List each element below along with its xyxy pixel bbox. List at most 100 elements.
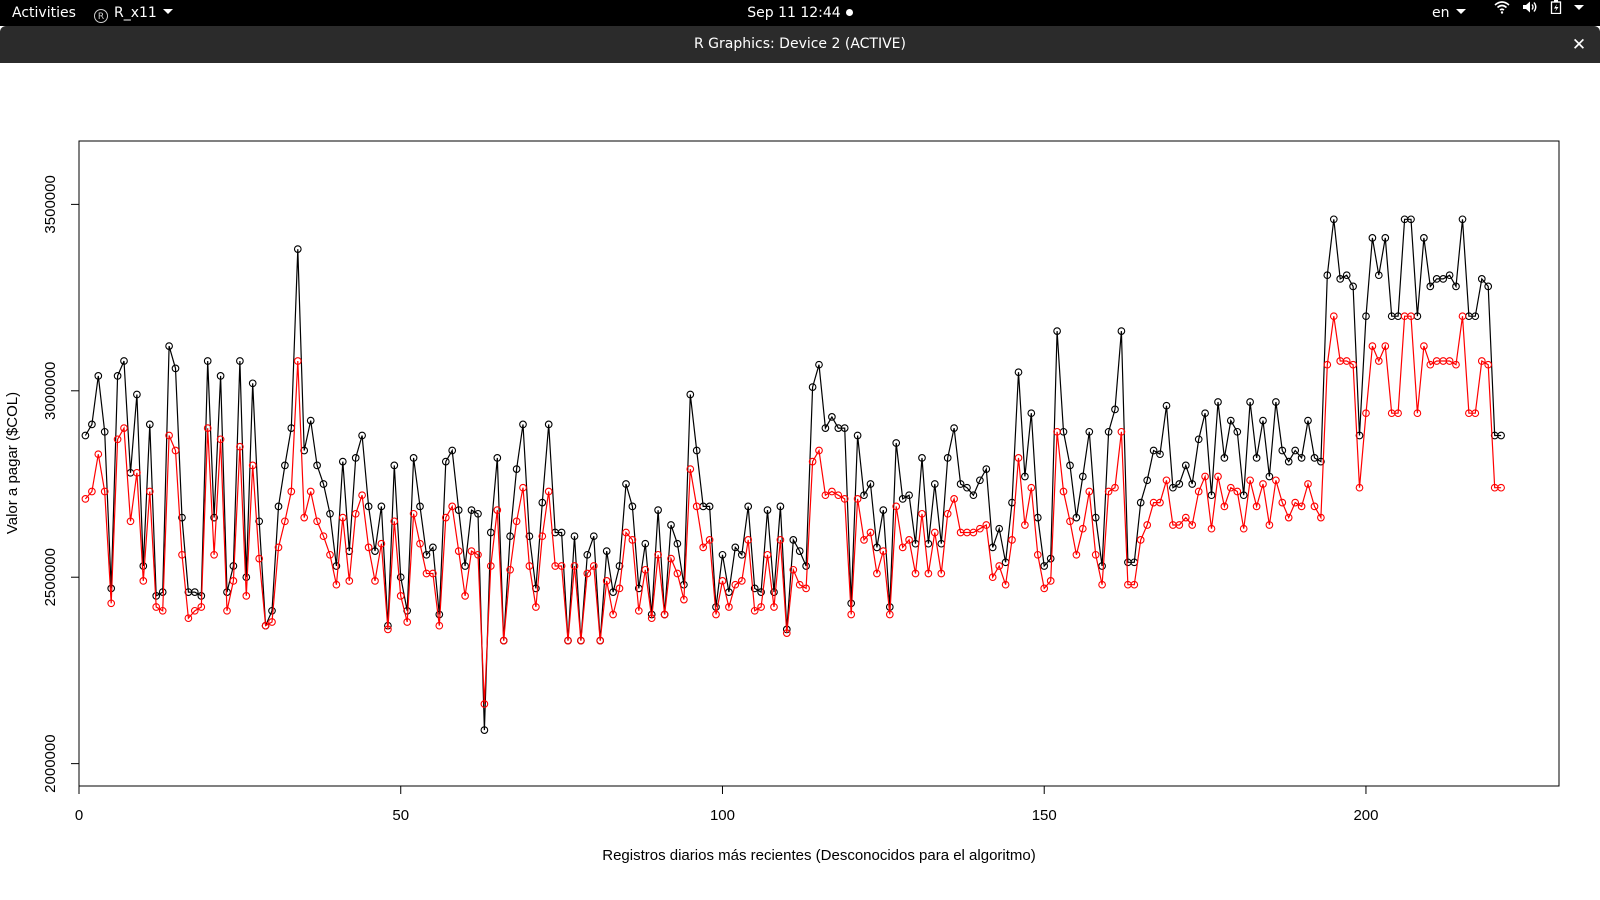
data-point: [210, 513, 218, 522]
data-point: [281, 517, 289, 526]
data-point: [1175, 521, 1184, 529]
language-indicator[interactable]: en: [1432, 0, 1466, 26]
data-point: [1008, 536, 1016, 544]
data-point: [596, 636, 605, 645]
data-point: [1130, 580, 1139, 589]
data-point: [866, 480, 875, 488]
data-point: [1304, 480, 1312, 488]
clock[interactable]: Sep 11 12:44: [0, 0, 1600, 26]
data-point: [152, 603, 161, 611]
data-point: [409, 454, 418, 462]
data-point: [1040, 584, 1049, 593]
data-point: [1117, 427, 1126, 436]
volume-icon: [1523, 1, 1537, 13]
data-point: [834, 491, 843, 500]
plot-area: 0 50 100 150 200 2000000 2500000 3000000 350000…: [0, 63, 1600, 900]
data-point: [1439, 275, 1448, 283]
data-point: [1098, 580, 1106, 589]
data-point: [441, 513, 450, 522]
data-point: [1111, 405, 1119, 414]
data-point: [731, 543, 740, 552]
activities-button[interactable]: Activities: [12, 5, 76, 21]
data-point: [306, 487, 315, 496]
data-point: [963, 483, 971, 492]
data-point: [1156, 450, 1164, 459]
data-point: [660, 610, 669, 619]
data-point: [1336, 275, 1345, 283]
data-point: [1407, 215, 1415, 224]
data-point: [293, 245, 302, 253]
data-point: [1323, 360, 1332, 369]
window-title: R Graphics: Device 2 (ACTIVE): [694, 36, 906, 52]
data-point: [371, 577, 379, 585]
data-point: [319, 532, 328, 541]
data-point: [577, 636, 585, 645]
x-tick-label: 50: [392, 807, 409, 824]
data-point: [120, 357, 128, 365]
series-layer: [81, 215, 1505, 734]
data-point: [435, 621, 444, 630]
data-point: [474, 550, 482, 559]
data-point: [1220, 454, 1229, 462]
data-point: [1420, 234, 1428, 242]
data-point: [943, 509, 952, 518]
data-point: [1014, 454, 1023, 462]
data-point: [757, 588, 765, 596]
data-point: [274, 543, 283, 552]
data-point: [223, 606, 231, 615]
data-point: [81, 495, 90, 503]
data-point: [641, 565, 650, 574]
data-point: [268, 618, 276, 626]
data-point: [782, 629, 791, 637]
data-point: [409, 509, 418, 518]
app-menu-caret-icon: [162, 9, 173, 14]
battery-icon: [1550, 0, 1562, 15]
data-point: [873, 569, 881, 578]
data-point: [1194, 487, 1203, 496]
data-point: [589, 532, 598, 541]
data-point: [667, 554, 675, 563]
x-tick-label: 100: [710, 807, 735, 824]
data-point: [1310, 454, 1319, 462]
data-point: [1181, 461, 1190, 470]
data-point: [461, 562, 469, 570]
data-point: [1342, 357, 1351, 365]
data-point: [519, 420, 527, 429]
data-point: [1413, 409, 1422, 418]
data-point: [821, 491, 830, 500]
data-point: [750, 584, 759, 593]
data-point: [216, 435, 225, 444]
data-point: [358, 491, 366, 500]
data-point: [647, 614, 656, 623]
data-point: [345, 577, 354, 585]
data-point: [692, 446, 701, 455]
data-point: [950, 495, 958, 503]
system-menu-caret-icon: [1574, 5, 1584, 10]
data-point: [1278, 498, 1287, 507]
data-point: [236, 357, 244, 365]
data-point: [358, 431, 366, 440]
data-point: [107, 599, 116, 608]
data-point: [911, 569, 920, 578]
app-menu[interactable]: R R_x11: [94, 0, 173, 26]
window-titlebar[interactable]: R Graphics: Device 2 (ACTIVE) ✕: [0, 26, 1600, 63]
data-point: [203, 424, 212, 432]
data-point: [1458, 312, 1467, 321]
system-tray[interactable]: [1494, 0, 1596, 26]
data-point: [461, 592, 469, 600]
data-point: [1374, 271, 1383, 280]
data-point: [274, 502, 283, 511]
data-point: [583, 569, 592, 578]
data-point: [821, 424, 830, 432]
data-point: [943, 454, 952, 462]
y-axis: 2000000 2500000 3000000 3500000: [42, 175, 80, 793]
data-point: [1246, 476, 1254, 485]
data-point: [1497, 431, 1505, 440]
x-axis: 0 50 100 150 200: [75, 785, 1378, 824]
data-point: [113, 372, 122, 380]
data-point: [1053, 327, 1061, 335]
data-point: [602, 577, 611, 585]
close-button[interactable]: ✕: [1571, 35, 1587, 55]
data-point: [1046, 554, 1055, 563]
data-point: [171, 446, 180, 455]
